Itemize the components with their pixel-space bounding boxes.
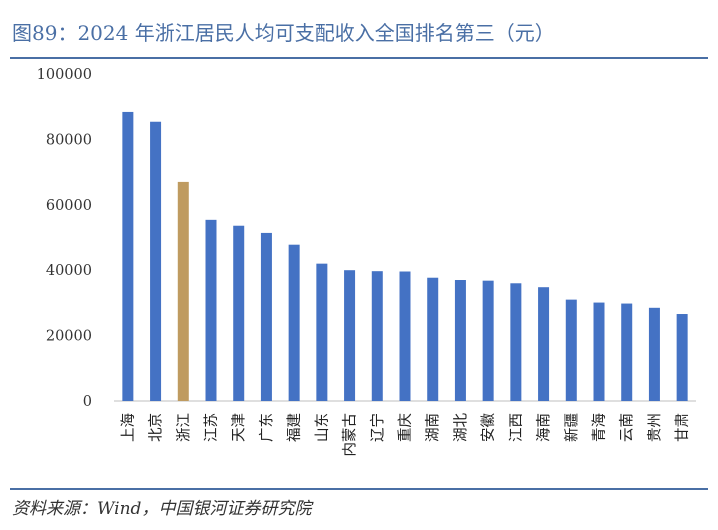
bar-山东: [316, 263, 328, 401]
bar-新疆: [565, 299, 577, 401]
bar-贵州: [648, 307, 660, 401]
x-tick-label: 内蒙古: [342, 413, 359, 457]
x-tick-label: 辽宁: [369, 413, 386, 442]
bar-北京: [150, 121, 162, 401]
x-tick-label: 青海: [591, 413, 608, 442]
bars: [122, 111, 688, 401]
bar-内蒙古: [344, 270, 356, 401]
bar-安徽: [482, 280, 494, 401]
y-tick-label: 40000: [46, 263, 92, 279]
bar-江西: [510, 283, 522, 401]
bar-上海: [122, 111, 134, 401]
x-tick-label: 湖北: [452, 413, 469, 442]
x-tick-label: 广东: [258, 413, 275, 442]
title-divider: [10, 57, 708, 59]
chart-title: 图89：2024 年浙江居民人均可支配收入全国排名第三（元）: [12, 21, 555, 45]
x-tick-label: 湖南: [425, 413, 442, 442]
x-tick-label: 山东: [314, 413, 331, 442]
x-tick-label: 新疆: [563, 413, 580, 442]
x-tick-label: 天津: [231, 413, 248, 442]
y-tick-label: 60000: [46, 198, 92, 214]
bar-天津: [233, 225, 245, 401]
bar-广东: [260, 232, 272, 401]
y-tick-label: 100000: [37, 67, 92, 83]
source-note: 资料来源：Wind，中国银河证券研究院: [12, 499, 312, 519]
bar-青海: [593, 302, 605, 401]
x-tick-label: 贵州: [646, 413, 663, 442]
x-tick-label: 江苏: [203, 413, 220, 442]
x-tick-label: 上海: [120, 413, 137, 442]
y-tick-label: 0: [83, 394, 92, 410]
bar-湖南: [427, 277, 439, 401]
x-axis-labels: 上海 北京 浙江 江苏 天津 广东 福建 山东 内蒙古 辽宁 重庆 湖南 湖北 安徽 江西 海南 新疆 青海 云南贵…: [120, 413, 691, 457]
bar-云南: [621, 303, 633, 401]
source-divider: [10, 488, 708, 490]
x-tick-label: 江西: [508, 413, 525, 442]
bar-chart: 0 20000 40000 60000 80000 100000 上海 北京 浙江 江苏 天津 广东…: [37, 67, 696, 457]
bar-湖北: [454, 280, 466, 401]
x-tick-label: 北京: [148, 413, 165, 442]
x-tick-label: 重庆: [397, 413, 414, 442]
x-tick-label: 海南: [536, 413, 553, 442]
bar-浙江: [177, 181, 189, 401]
bar-甘肃: [676, 314, 688, 401]
x-tick-label: 甘肃: [674, 413, 691, 442]
bar-福建: [288, 244, 300, 401]
x-tick-label: 浙江: [175, 413, 192, 442]
y-tick-label: 80000: [46, 132, 92, 148]
bar-江苏: [205, 219, 217, 401]
x-tick-label: 云南: [619, 413, 636, 442]
y-tick-label: 20000: [46, 329, 92, 345]
y-axis-ticks: 0 20000 40000 60000 80000 100000: [37, 67, 92, 410]
bar-重庆: [399, 271, 411, 401]
x-tick-label: 福建: [286, 413, 303, 442]
bar-辽宁: [371, 271, 383, 401]
bar-海南: [538, 287, 550, 401]
x-tick-label: 安徽: [480, 413, 497, 442]
